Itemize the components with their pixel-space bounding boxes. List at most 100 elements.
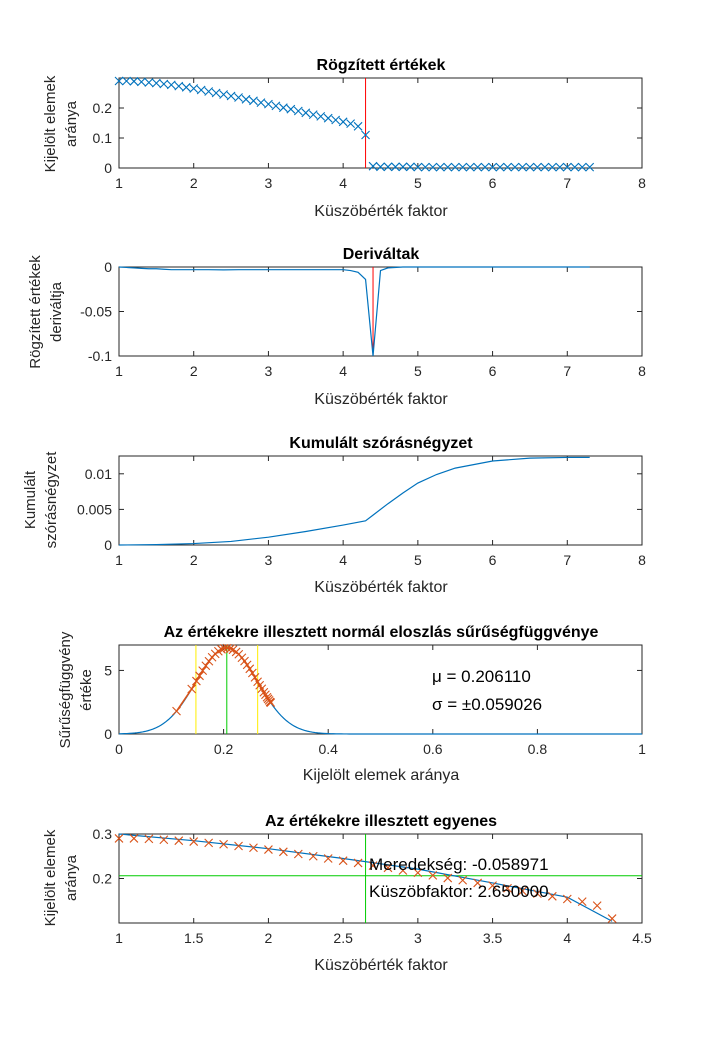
data-point [562, 162, 572, 172]
y-axis-label-line-2: értéke [78, 669, 95, 711]
data-point [222, 643, 232, 653]
data-point [540, 162, 550, 172]
x-tick-label: 3.5 [483, 930, 503, 946]
data-point [187, 684, 197, 694]
y-axis-label-line-1: Kijelölt elemek [42, 829, 59, 926]
data-point [114, 834, 124, 843]
x-tick-label: 3 [265, 363, 273, 379]
data-point [234, 93, 243, 102]
data-point [473, 162, 483, 172]
data-point [271, 101, 281, 111]
y-axis-label-line-2: deriváltja [48, 281, 65, 342]
data-point [308, 851, 318, 861]
x-tick-label: 0.4 [318, 741, 338, 757]
y-tick-label: 0.01 [85, 466, 112, 482]
data-point [261, 690, 270, 700]
data-point [172, 706, 181, 716]
data-point [488, 162, 497, 172]
data-point [570, 162, 580, 172]
x-axis-label: Küszöbérték faktor [314, 391, 448, 408]
plot-area-frame [118, 644, 643, 735]
x-tick-label: 1 [115, 552, 123, 568]
x-tick-label: 3 [265, 175, 273, 191]
data-point [293, 849, 303, 859]
annotation-sigma: σ = ±0.059026 [432, 695, 542, 714]
x-tick-label: 1 [638, 741, 646, 757]
x-tick-label: 5 [414, 552, 422, 568]
data-point [256, 98, 266, 107]
data-point [189, 84, 199, 93]
data-point [114, 76, 124, 86]
x-tick-label: 1 [115, 930, 123, 946]
x-tick-label: 8 [638, 552, 646, 568]
y-axis-label: Kijelölt elemek aránya [42, 829, 80, 926]
x-axis-label: Kijelölt elemek aránya [303, 767, 460, 784]
data-point [555, 162, 565, 172]
x-tick-label: 4.5 [632, 930, 652, 946]
y-tick-label: 0.1 [93, 130, 113, 146]
data-point [458, 162, 468, 172]
y-axis-label-line-1: Kumulált [22, 470, 39, 529]
data-point [391, 162, 400, 172]
y-axis-label: Kumulált szórásnégyzet [22, 451, 60, 549]
data-point [577, 897, 587, 907]
data-point [405, 162, 415, 172]
x-tick-label: 2 [190, 552, 198, 568]
chart-title: Az értékekre illesztett egyenes [265, 813, 497, 830]
data-point [547, 891, 557, 901]
x-axis-label: Küszöbérték faktor [314, 203, 448, 220]
x-tick-label: 1 [115, 363, 123, 379]
chart-title: Deriváltak [343, 246, 420, 263]
x-tick-label: 3 [265, 552, 273, 568]
x-tick-label: 3 [414, 930, 422, 946]
x-tick-label: 0.2 [214, 741, 234, 757]
data-point [443, 873, 453, 883]
series-line [118, 456, 590, 546]
data-point [428, 162, 438, 172]
y-tick-label: 0.005 [77, 501, 112, 517]
data-point [204, 838, 214, 848]
y-axis-label-line-1: Sűrűségfüggvény [57, 631, 74, 748]
data-point [323, 113, 333, 123]
data-point [495, 162, 505, 172]
subplot-normal-fit: 0 0.2 0.4 0.6 0.8 1 0 5 Az értékekre illesztett… [57, 624, 646, 784]
data-point [353, 121, 363, 131]
data-point [338, 117, 348, 127]
data-point [428, 870, 438, 880]
data-point [353, 858, 363, 868]
annotation-threshold: Küszöbfaktor: 2.650000 [369, 882, 549, 901]
x-tick-label: 0.6 [423, 741, 443, 757]
y-axis-label: Sűrűségfüggvény értéke [57, 631, 95, 748]
chart-marks: 1 2 3 4 5 6 7 8 0 0.005 0.01 [77, 455, 646, 568]
data-point [234, 841, 243, 851]
x-tick-label: 6 [489, 552, 497, 568]
data-point [316, 112, 326, 121]
data-point [413, 162, 423, 172]
data-point [338, 856, 348, 866]
data-point [301, 108, 311, 118]
x-tick-label: 4 [339, 363, 347, 379]
data-point [249, 96, 258, 106]
subplot-fitted-line: 1 1.5 2 2.5 3 3.5 4 4.5 0.2 0.3 Az értékekre ille… [42, 813, 652, 974]
data-point [264, 99, 273, 109]
data-point [166, 80, 176, 90]
data-point [144, 78, 154, 87]
subplot-fixed-values: 1 2 3 4 5 6 7 8 0 0.1 0.2 Rögzített értékek Kijelö… [42, 57, 646, 220]
data-point [137, 77, 146, 87]
data-point [473, 878, 483, 888]
data-point [241, 94, 251, 104]
data-point [413, 868, 423, 878]
plot-area-frame [118, 833, 643, 924]
data-point [247, 668, 257, 678]
x-tick-label: 2.5 [333, 930, 353, 946]
data-point [577, 162, 587, 172]
data-point [259, 687, 269, 697]
data-point [129, 834, 139, 843]
fitted-curve [118, 833, 613, 922]
y-tick-label: 0.2 [93, 871, 113, 887]
data-point [219, 90, 228, 99]
y-axis-label: Kijelölt elemek aránya [42, 75, 80, 172]
annotation-slope: Meredekség: -0.058971 [369, 855, 549, 874]
x-axis-label: Küszöbérték faktor [314, 579, 448, 596]
